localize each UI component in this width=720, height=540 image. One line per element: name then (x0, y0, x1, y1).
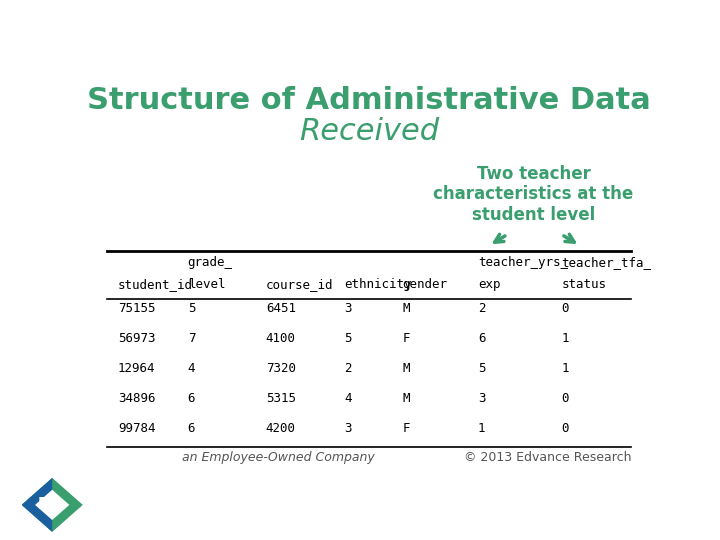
Text: teacher_tfa_: teacher_tfa_ (562, 256, 652, 269)
Text: 3: 3 (478, 392, 485, 404)
Text: 7320: 7320 (266, 362, 296, 375)
Text: F: F (402, 332, 410, 345)
Text: student_id: student_id (118, 278, 193, 291)
Text: F: F (402, 422, 410, 435)
Text: teacher_yrs_: teacher_yrs_ (478, 256, 568, 269)
Text: Structure of Administrative Data: Structure of Administrative Data (87, 85, 651, 114)
Text: 6: 6 (188, 422, 195, 435)
Text: 5: 5 (188, 302, 195, 315)
Text: 7: 7 (188, 332, 195, 345)
Text: Received: Received (299, 117, 439, 146)
Text: 75155: 75155 (118, 302, 156, 315)
Text: 3: 3 (344, 302, 351, 315)
Text: 0: 0 (562, 392, 569, 404)
Text: 2: 2 (478, 302, 485, 315)
Text: M: M (402, 302, 410, 315)
Text: © 2013 Edvance Research: © 2013 Edvance Research (464, 451, 631, 464)
Text: 56973: 56973 (118, 332, 156, 345)
Text: 6: 6 (478, 332, 485, 345)
Text: M: M (402, 362, 410, 375)
Text: an Employee-Owned Company: an Employee-Owned Company (182, 451, 375, 464)
Polygon shape (22, 478, 83, 532)
Text: 1: 1 (562, 332, 569, 345)
Text: 4: 4 (344, 392, 351, 404)
Text: 6451: 6451 (266, 302, 296, 315)
Text: 99784: 99784 (118, 422, 156, 435)
Text: exp: exp (478, 278, 500, 291)
Text: M: M (402, 392, 410, 404)
Text: E: E (38, 497, 48, 512)
Text: 34896: 34896 (118, 392, 156, 404)
Text: 1: 1 (562, 362, 569, 375)
Text: 0: 0 (562, 422, 569, 435)
Text: 5315: 5315 (266, 392, 296, 404)
Text: gender: gender (402, 278, 448, 291)
Text: 2: 2 (344, 362, 351, 375)
Polygon shape (22, 478, 53, 532)
Text: 5: 5 (478, 362, 485, 375)
Text: grade_: grade_ (188, 256, 233, 269)
Text: 1: 1 (478, 422, 485, 435)
Text: 4: 4 (188, 362, 195, 375)
Text: 12964: 12964 (118, 362, 156, 375)
Text: 0: 0 (562, 302, 569, 315)
Text: 6: 6 (188, 392, 195, 404)
Text: level: level (188, 278, 225, 291)
Text: 4100: 4100 (266, 332, 296, 345)
Text: 5: 5 (344, 332, 351, 345)
Text: 3: 3 (344, 422, 351, 435)
Polygon shape (35, 490, 69, 520)
Text: Two teacher
characteristics at the
student level: Two teacher characteristics at the stude… (433, 165, 634, 224)
Text: ethnicity: ethnicity (344, 278, 411, 291)
Text: 4200: 4200 (266, 422, 296, 435)
Text: status: status (562, 278, 606, 291)
Text: course_id: course_id (266, 278, 333, 291)
